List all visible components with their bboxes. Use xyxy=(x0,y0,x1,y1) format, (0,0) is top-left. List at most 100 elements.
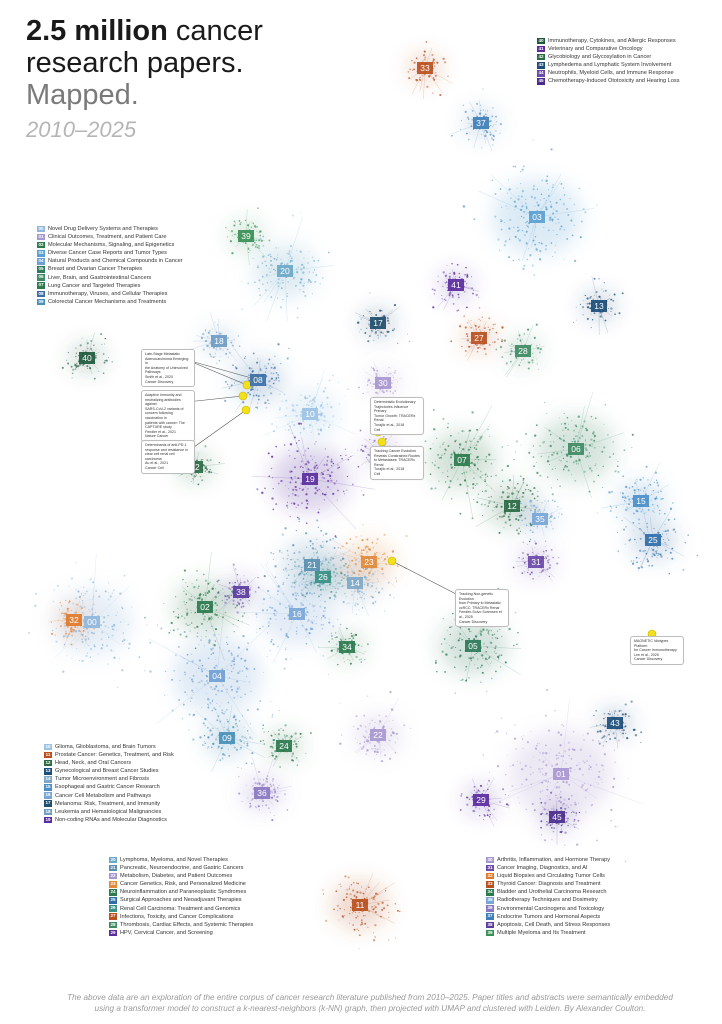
paper-point xyxy=(235,349,237,351)
paper-point xyxy=(526,224,528,226)
paper-point xyxy=(311,425,313,427)
paper-point xyxy=(230,341,233,344)
paper-point xyxy=(496,630,499,632)
paper-point xyxy=(285,798,287,800)
paper-point xyxy=(341,545,344,548)
paper-point xyxy=(217,689,220,692)
paper-point xyxy=(373,750,377,753)
paper-point xyxy=(236,611,239,614)
paper-point xyxy=(318,595,320,598)
paper-point xyxy=(346,489,348,491)
paper-point xyxy=(263,574,266,578)
paper-point xyxy=(327,251,330,254)
paper-point xyxy=(374,904,376,906)
paper-point xyxy=(468,676,470,679)
paper-point xyxy=(506,754,508,756)
paper-point xyxy=(252,388,254,391)
paper-point xyxy=(536,495,539,498)
paper-point xyxy=(253,223,255,225)
paper-point xyxy=(495,652,497,655)
paper-point xyxy=(346,603,348,605)
paper-point xyxy=(627,495,629,498)
paper-point xyxy=(274,575,276,578)
paper-point xyxy=(593,436,595,438)
paper-point xyxy=(207,698,210,701)
paper-point xyxy=(207,582,210,585)
paper-point xyxy=(461,638,464,641)
paper-point xyxy=(81,363,83,365)
paper-point xyxy=(540,455,543,458)
paper-point xyxy=(272,779,274,781)
paper-point xyxy=(522,479,524,482)
paper-point xyxy=(344,562,347,565)
paper-point xyxy=(268,807,270,809)
paper-point xyxy=(621,492,625,495)
paper-point xyxy=(276,257,279,259)
paper-point xyxy=(501,356,504,359)
paper-point xyxy=(138,656,141,658)
paper-point xyxy=(552,830,555,833)
paper-point xyxy=(91,349,93,351)
paper-point xyxy=(273,814,275,817)
paper-point xyxy=(529,500,532,503)
paper-point xyxy=(419,76,421,79)
paper-point xyxy=(601,450,604,453)
paper-point xyxy=(364,726,367,728)
paper-point xyxy=(621,292,624,295)
paper-point xyxy=(540,208,542,210)
paper-point xyxy=(467,797,469,799)
paper-point xyxy=(377,557,380,560)
paper-point xyxy=(457,452,459,454)
paper-point xyxy=(276,426,278,428)
paper-point xyxy=(581,435,584,437)
paper-point xyxy=(484,477,486,479)
paper-point xyxy=(249,806,251,809)
paper-point xyxy=(652,489,655,492)
paper-point xyxy=(430,487,433,490)
paper-point xyxy=(212,585,214,587)
graph-edge xyxy=(273,613,298,663)
paper-point xyxy=(265,367,268,370)
paper-point xyxy=(202,332,205,336)
paper-point xyxy=(593,312,596,315)
paper-point xyxy=(521,190,525,193)
paper-point xyxy=(433,428,436,431)
paper-point xyxy=(208,460,210,462)
paper-point xyxy=(226,728,229,731)
paper-point xyxy=(588,490,591,493)
paper-point xyxy=(358,560,360,562)
paper-point xyxy=(520,509,523,512)
paper-point xyxy=(362,745,365,748)
paper-point xyxy=(494,215,497,218)
paper-point xyxy=(574,479,577,482)
paper-point xyxy=(296,250,298,252)
paper-point xyxy=(309,540,312,543)
paper-point xyxy=(500,485,502,487)
paper-point xyxy=(334,575,336,577)
paper-point xyxy=(603,717,605,720)
paper-point xyxy=(458,325,462,328)
paper-point xyxy=(321,563,323,565)
paper-point xyxy=(190,678,193,681)
paper-point xyxy=(560,791,562,793)
paper-point xyxy=(292,544,295,547)
paper-point xyxy=(55,640,58,643)
paper-point xyxy=(326,455,330,459)
paper-point xyxy=(348,888,351,890)
paper-point xyxy=(444,299,447,301)
paper-point xyxy=(289,259,292,262)
paper-point xyxy=(655,550,657,553)
paper-point xyxy=(507,487,510,490)
paper-point xyxy=(351,483,354,486)
paper-point xyxy=(388,322,390,324)
paper-point xyxy=(544,500,546,502)
paper-point xyxy=(237,646,240,649)
paper-point xyxy=(614,313,616,316)
paper-point xyxy=(584,789,588,792)
paper-point xyxy=(458,296,460,299)
paper-point xyxy=(458,276,461,279)
paper-point xyxy=(242,401,245,404)
paper-point xyxy=(76,362,78,365)
paper-point xyxy=(426,85,429,89)
paper-point xyxy=(536,525,539,528)
